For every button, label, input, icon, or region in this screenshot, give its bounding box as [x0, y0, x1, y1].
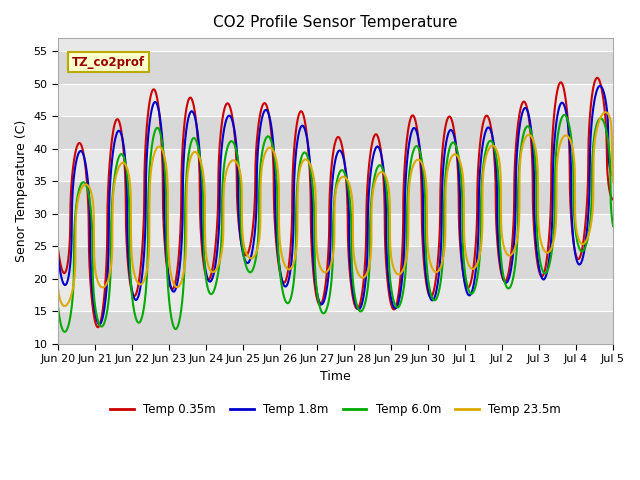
Legend: Temp 0.35m, Temp 1.8m, Temp 6.0m, Temp 23.5m: Temp 0.35m, Temp 1.8m, Temp 6.0m, Temp 2…: [106, 399, 566, 421]
Bar: [58, 214, 613, 246]
Bar: [58, 312, 613, 344]
Bar: [58, 19, 613, 51]
Bar: [58, 116, 613, 149]
Bar: [58, 84, 613, 116]
Text: TZ_co2prof: TZ_co2prof: [72, 56, 145, 69]
Bar: [58, 51, 613, 84]
Bar: [58, 181, 613, 214]
Bar: [58, 246, 613, 279]
Bar: [58, 279, 613, 312]
Bar: [58, 149, 613, 181]
X-axis label: Time: Time: [320, 370, 351, 383]
Y-axis label: Senor Temperature (C): Senor Temperature (C): [15, 120, 28, 262]
Title: CO2 Profile Sensor Temperature: CO2 Profile Sensor Temperature: [213, 15, 458, 30]
